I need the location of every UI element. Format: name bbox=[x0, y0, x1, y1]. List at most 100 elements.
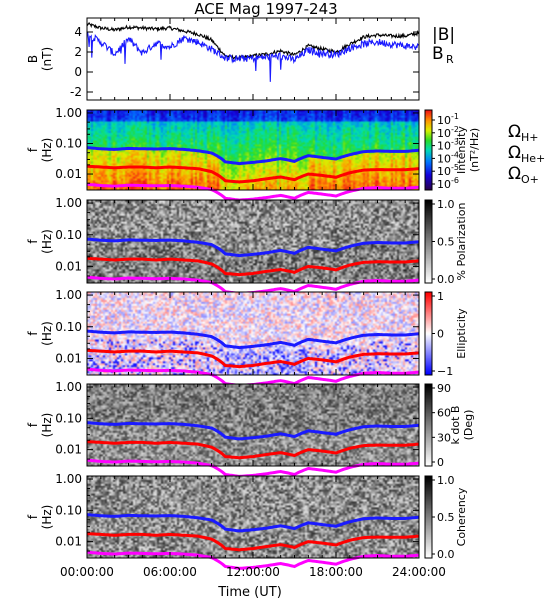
legend-omega-sub-1: He+ bbox=[521, 152, 545, 165]
colorbar-tick-exponent: -3 bbox=[451, 138, 459, 147]
y-tick-label: 0.01 bbox=[55, 535, 82, 549]
y-axis-unit: (Hz) bbox=[40, 138, 54, 163]
colorbar-tick-exponent: -1 bbox=[451, 112, 459, 121]
series-line-BR bbox=[86, 31, 420, 82]
colorbar-tick-exponent: -5 bbox=[451, 163, 459, 172]
y-tick-label: 0.01 bbox=[55, 443, 82, 457]
intensity-colorbar bbox=[425, 110, 432, 190]
colorbar-tick-label: 0 bbox=[437, 456, 444, 469]
x-tick-label: 18:00:00 bbox=[309, 565, 363, 579]
coherency-colorbar bbox=[425, 476, 432, 558]
polarization-colorbar-label: % Polarization bbox=[455, 203, 468, 281]
y-axis-label-text: B bbox=[26, 55, 40, 63]
y-tick-label: 0.10 bbox=[55, 320, 82, 334]
y-tick-label: -2 bbox=[70, 85, 82, 99]
helium-gyrofrequency-line bbox=[86, 348, 420, 369]
proton-gyrofrequency-line bbox=[86, 237, 420, 258]
colorbar-tick-label: 30 bbox=[437, 431, 451, 444]
colorbar-tick-label: 0.0 bbox=[437, 548, 455, 561]
colorbar-tick-label: 0.5 bbox=[437, 236, 455, 249]
legend-omega-2: Ω bbox=[508, 164, 521, 184]
y-axis-label-0: B (nT) bbox=[26, 47, 54, 71]
colorbar-tick-label: 10 bbox=[437, 114, 451, 127]
y-tick-label: 0.01 bbox=[55, 167, 82, 181]
intensity-colorbar-label: Intensity (nT²/Hz) bbox=[455, 126, 481, 174]
polarization-colorbar bbox=[425, 200, 432, 283]
x-axis-label: Time (UT) bbox=[217, 585, 282, 600]
colorbar-tick-label: 10 bbox=[437, 178, 451, 191]
colorbar-tick-exponent: -4 bbox=[451, 150, 459, 159]
y-axis-label-3: f (Hz) bbox=[26, 321, 54, 346]
colorbar-label-text: Coherency bbox=[455, 487, 468, 546]
kdotb-colorbar bbox=[425, 384, 432, 466]
y-tick-label: 1.00 bbox=[55, 196, 82, 210]
helium-gyrofrequency-line bbox=[86, 532, 420, 552]
colorbar-tick-label: 10 bbox=[437, 127, 451, 140]
colorbar-tick-label: 1.0 bbox=[437, 198, 455, 211]
proton-gyrofrequency-line bbox=[86, 513, 420, 533]
y-tick-label: 1.00 bbox=[55, 288, 82, 302]
y-tick-label: 0.01 bbox=[55, 259, 82, 273]
ellipticity-colorbar bbox=[425, 292, 432, 375]
kdotb-colorbar-label: k dot B (Deg) bbox=[449, 406, 475, 445]
colorbar-tick-exponent: -6 bbox=[451, 176, 459, 185]
colorbar-label-unit: (Deg) bbox=[462, 410, 475, 441]
y-axis-label-5: f (Hz) bbox=[26, 505, 54, 530]
y-axis-label-2: f (Hz) bbox=[26, 229, 54, 254]
y-tick-label: 1.00 bbox=[55, 472, 82, 486]
colorbar-tick-label: 10 bbox=[437, 140, 451, 153]
y-axis-label-4: f (Hz) bbox=[26, 413, 54, 438]
y-tick-label: 1.00 bbox=[55, 380, 82, 394]
colorbar-tick-label: 90 bbox=[437, 382, 451, 395]
colorbar-tick-exponent: -2 bbox=[451, 125, 459, 134]
y-axis-label-text: f bbox=[26, 239, 40, 244]
y-axis-label-text: f bbox=[26, 331, 40, 336]
colorbar-label-text: Intensity bbox=[455, 126, 468, 174]
legend-BR: B bbox=[432, 44, 444, 64]
y-axis-label-text: f bbox=[26, 422, 40, 427]
proton-gyrofrequency-line bbox=[86, 146, 420, 166]
colorbar-label-unit: (nT²/Hz) bbox=[468, 128, 481, 172]
colorbar-tick-label: 10 bbox=[437, 165, 451, 178]
y-tick-label: 2 bbox=[74, 45, 82, 59]
colorbar-tick-label: −1 bbox=[437, 365, 453, 378]
y-axis-unit: (nT) bbox=[40, 47, 54, 71]
proton-gyrofrequency-line bbox=[86, 329, 420, 350]
y-tick-label: 0.10 bbox=[55, 411, 82, 425]
helium-gyrofrequency-line bbox=[86, 164, 420, 184]
colorbar-tick-label: 10 bbox=[437, 152, 451, 165]
colorbar-tick-label: 0.5 bbox=[437, 511, 455, 524]
y-tick-label: 4 bbox=[74, 25, 82, 39]
x-tick-label: 24:00:00 bbox=[392, 565, 446, 579]
colorbar-label-text: Ellipticity bbox=[455, 308, 468, 359]
legend-omega-0: Ω bbox=[508, 122, 521, 142]
kdotb-colorbar-frame bbox=[424, 383, 433, 467]
y-axis-unit: (Hz) bbox=[40, 505, 54, 530]
colorbar-tick-label: 60 bbox=[437, 407, 451, 420]
legend-BR-sub: R bbox=[446, 53, 454, 66]
y-axis-unit: (Hz) bbox=[40, 229, 54, 254]
legend-omega-1: Ω bbox=[508, 143, 521, 163]
y-axis-label-text: f bbox=[26, 514, 40, 519]
y-tick-label: 0.01 bbox=[55, 351, 82, 365]
y-tick-label: 0.10 bbox=[55, 228, 82, 242]
helium-gyrofrequency-line bbox=[86, 440, 420, 460]
x-tick-label: 12:00:00 bbox=[226, 565, 280, 579]
y-tick-label: 0.10 bbox=[55, 503, 82, 517]
colorbar-label-text: % Polarization bbox=[455, 203, 468, 281]
coherency-colorbar-label: Coherency bbox=[455, 487, 468, 546]
helium-gyrofrequency-line bbox=[86, 256, 420, 277]
colorbar-tick-label: 0 bbox=[437, 328, 444, 341]
colorbar-tick-label: 0.0 bbox=[437, 273, 455, 286]
y-tick-label: 0.10 bbox=[55, 136, 82, 150]
colorbar-label-text: k dot B bbox=[449, 406, 462, 445]
chart-title: ACE Mag 1997-243 bbox=[194, 0, 337, 18]
legend-omega-sub-2: O+ bbox=[521, 173, 539, 186]
x-tick-label: 06:00:00 bbox=[143, 565, 197, 579]
y-axis-label-text: f bbox=[26, 147, 40, 152]
proton-gyrofrequency-line bbox=[86, 421, 420, 441]
y-tick-label: 1.00 bbox=[55, 106, 82, 120]
ellipticity-colorbar-label: Ellipticity bbox=[455, 308, 468, 359]
